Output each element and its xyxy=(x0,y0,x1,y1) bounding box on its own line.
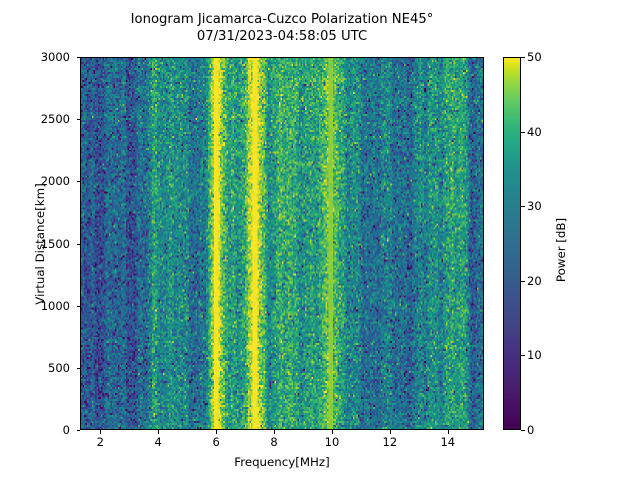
x-tick-mark xyxy=(389,430,391,434)
colorbar-tick-label: 40 xyxy=(527,124,542,139)
y-tick-label: 3000 xyxy=(40,50,70,64)
colorbar-tick-mark xyxy=(521,280,525,282)
colorbar-tick-label: 10 xyxy=(527,348,542,363)
x-axis-label: Frequency[MHz] xyxy=(234,455,330,469)
colorbar-tick-label: 30 xyxy=(527,199,542,214)
y-tick-label: 2000 xyxy=(40,174,70,189)
y-tick-label: 0 xyxy=(62,423,70,437)
y-axis-label: Virtual Distance[km] xyxy=(33,183,47,305)
colorbar-tick-mark xyxy=(521,57,525,58)
colorbar-tick-mark xyxy=(521,206,525,208)
colorbar-tick-mark xyxy=(521,355,525,357)
x-tick-mark xyxy=(274,430,276,434)
title-line-1: Ionogram Jicamarca-Cuzco Polarization NE… xyxy=(130,12,434,27)
ionogram-heatmap-axes xyxy=(80,57,484,430)
colorbar-tick-mark xyxy=(521,131,525,133)
y-tick-mark xyxy=(76,305,80,307)
x-tick-mark xyxy=(216,430,218,434)
colorbar-tick-mark xyxy=(521,430,525,431)
x-tick-label: 14 xyxy=(440,435,456,449)
y-tick-mark xyxy=(76,57,80,58)
colorbar-gradient xyxy=(503,57,521,430)
colorbar-tick-label: 20 xyxy=(527,273,542,288)
x-tick-label: 10 xyxy=(324,435,340,449)
x-tick-mark xyxy=(158,430,160,434)
title-line-2: 07/31/2023-04:58:05 UTC xyxy=(196,28,368,44)
y-tick-mark xyxy=(76,181,80,183)
x-tick-mark xyxy=(331,430,333,434)
x-tick-mark xyxy=(100,430,102,434)
x-tick-label: 6 xyxy=(212,435,220,449)
x-tick-label: 8 xyxy=(270,435,278,449)
y-tick-mark xyxy=(76,243,80,245)
x-tick-label: 2 xyxy=(96,435,104,449)
colorbar-tick-label: 50 xyxy=(527,50,542,64)
colorbar-label: Power [dB] xyxy=(554,217,568,283)
x-tick-label: 12 xyxy=(382,435,398,449)
x-tick-mark xyxy=(447,430,449,434)
y-tick-label: 2500 xyxy=(40,112,70,127)
y-tick-mark xyxy=(76,430,80,431)
y-tick-mark xyxy=(76,119,80,121)
x-tick-label: 4 xyxy=(154,435,162,449)
y-tick-label: 500 xyxy=(48,360,70,375)
heatmap-image xyxy=(81,58,483,429)
page-title: Ionogram Jicamarca-Cuzco Polarization NE… xyxy=(80,12,484,45)
colorbar-tick-label: 0 xyxy=(527,423,535,437)
y-tick-label: 1000 xyxy=(40,298,70,313)
y-tick-mark xyxy=(76,367,80,369)
y-tick-label: 1500 xyxy=(40,236,70,251)
